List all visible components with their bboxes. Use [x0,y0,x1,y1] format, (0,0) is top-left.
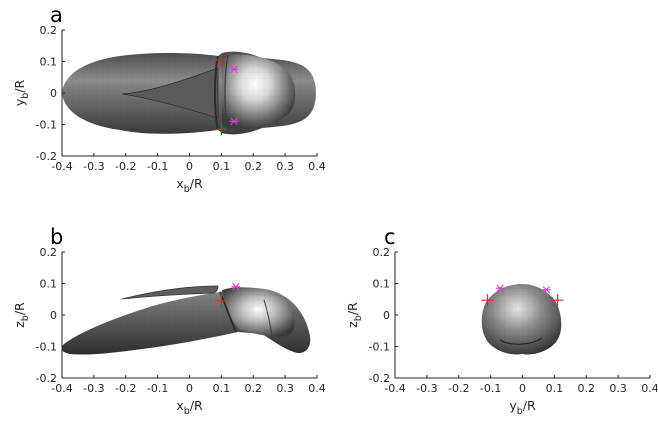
x-tick-label: 0.4 [641,382,658,395]
x-tick-label: 0.2 [578,382,596,395]
y-axis-label: yb/R [12,80,31,107]
x-tick-label: 0 [519,382,526,395]
x-tick-label: 0.2 [245,160,263,173]
x-tick-label: 0.1 [546,382,564,395]
panel-letter-a: a [50,3,63,27]
y-axis-label-base: z [345,321,360,328]
x-tick-label: 0.1 [213,382,231,395]
x-tick-label: 0.2 [245,382,263,395]
y-axis-label-sub: b [353,315,364,321]
x-tick-label: -0.1 [147,160,168,173]
x-axis-label-suffix: /R [190,398,203,413]
y-tick-label: -0.2 [36,372,57,385]
x-axis-label-suffix: /R [190,176,203,191]
y-tick-label: 0.2 [40,24,58,37]
y-axis-label-sub: b [20,93,31,99]
x-tick-label: -0.1 [147,382,168,395]
plus-marker [215,294,228,307]
x-tick-label: 0.3 [276,382,294,395]
x-tick-label: 0 [186,160,193,173]
x-axis-label: xb/R [176,176,203,195]
insect-top-view-surface [62,51,316,135]
x-axis-label-base: x [176,176,183,191]
x-tick-label: -0.3 [83,160,104,173]
axes-panel-b: -0.4 -0.3 -0.2 -0.1 0 0.1 0.2 0.3 0.4 -0.2 -0.1 0 0.… [12,246,326,417]
x-axis-label-base: y [509,398,517,413]
y-axis-label-base: y [12,98,27,106]
y-axis-label-suffix: /R [12,80,27,93]
y-tick-label: -0.1 [36,341,57,354]
x-axis-label-suffix: /R [523,398,536,413]
asterisk-marker [229,117,239,125]
axes-panel-a: -0.4 -0.3 -0.2 -0.1 0 0.1 0.2 0.3 0.4 -0.2 -0.1 0 0.… [12,24,326,195]
x-tick-label: -0.2 [448,382,469,395]
x-axis-label-base: x [176,398,183,413]
y-tick-label: 0.1 [40,56,58,69]
y-tick-label: 0 [50,309,57,322]
x-tick-label: 0.3 [276,160,294,173]
asterisk-marker [541,286,551,294]
x-axis-label-sub: b [184,406,190,417]
insect-side-view-surface [61,285,311,355]
x-tick-label: 0.4 [308,160,326,173]
y-tick-label: -0.2 [369,372,390,385]
x-tick-label: -0.4 [384,382,405,395]
y-tick-label: 0.1 [373,278,391,291]
y-tick-label: -0.1 [36,119,57,132]
x-tick-label: -0.4 [51,160,72,173]
asterisk-marker [229,65,239,74]
asterisk-marker [495,284,505,292]
plus-marker [215,123,228,136]
y-axis-label-suffix: /R [12,302,27,315]
x-axis-label-sub: b [517,406,523,417]
y-tick-label: 0.2 [40,246,58,259]
x-tick-label: 0.3 [609,382,627,395]
x-tick-label: -0.4 [51,382,72,395]
panel-letter-c: c [384,225,396,249]
x-axis-label: yb/R [509,398,536,417]
x-tick-label: -0.1 [480,382,501,395]
plus-marker [551,294,564,307]
y-tick-label: 0.1 [40,278,58,291]
x-axis-label: xb/R [176,398,203,417]
insect-front-view-surface [481,284,562,355]
plus-marker [215,53,228,66]
y-axis-label: zb/R [12,302,31,328]
x-tick-label: -0.2 [115,160,136,173]
x-tick-label: -0.3 [83,382,104,395]
x-tick-label: -0.2 [115,382,136,395]
y-axis-label-sub: b [20,315,31,321]
panel-letter-b: b [50,225,63,249]
y-tick-label: 0 [383,309,390,322]
y-axis-label-base: z [12,321,27,328]
asterisk-marker [231,283,241,291]
y-axis-label: zb/R [345,302,364,328]
y-tick-label: 0.2 [373,246,391,259]
x-tick-label: -0.3 [416,382,437,395]
y-tick-label: 0 [50,87,57,100]
axes-panel-c: -0.4 -0.3 -0.2 -0.1 0 0.1 0.2 0.3 0.4 -0.2 -0.1 0 0.… [345,246,658,417]
y-tick-label: -0.1 [369,341,390,354]
x-axis-label-sub: b [184,184,190,195]
y-axis-label-suffix: /R [345,302,360,315]
x-tick-label: 0.4 [308,382,326,395]
plus-marker [481,294,494,307]
x-tick-label: 0.1 [213,160,231,173]
y-tick-label: -0.2 [36,150,57,163]
x-tick-label: 0 [186,382,193,395]
